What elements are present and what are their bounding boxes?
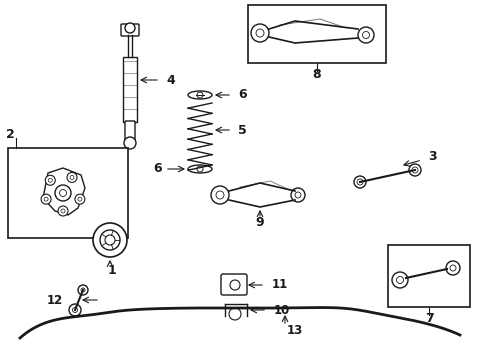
Circle shape <box>49 178 52 182</box>
Circle shape <box>396 276 403 284</box>
Circle shape <box>58 206 68 216</box>
Circle shape <box>44 197 48 201</box>
Circle shape <box>45 175 55 185</box>
Circle shape <box>229 308 241 320</box>
Circle shape <box>59 189 67 197</box>
FancyBboxPatch shape <box>123 57 137 122</box>
Circle shape <box>409 164 421 176</box>
Bar <box>248 5 386 63</box>
Circle shape <box>211 186 229 204</box>
Circle shape <box>78 197 82 201</box>
Text: 8: 8 <box>313 68 321 81</box>
Text: 4: 4 <box>166 73 175 86</box>
Circle shape <box>93 223 127 257</box>
Text: 6: 6 <box>154 162 162 175</box>
Circle shape <box>67 172 77 183</box>
Circle shape <box>446 261 460 275</box>
Circle shape <box>295 192 301 198</box>
Circle shape <box>55 185 71 201</box>
Text: 6: 6 <box>238 89 246 102</box>
Circle shape <box>78 285 88 295</box>
Text: 1: 1 <box>108 264 117 276</box>
FancyBboxPatch shape <box>125 121 135 141</box>
Circle shape <box>124 137 136 149</box>
Circle shape <box>354 176 366 188</box>
Circle shape <box>251 24 269 42</box>
Circle shape <box>197 166 203 172</box>
Text: 3: 3 <box>428 150 437 163</box>
Circle shape <box>256 29 264 37</box>
Circle shape <box>412 167 418 173</box>
Bar <box>8 148 128 238</box>
Circle shape <box>450 265 456 271</box>
Circle shape <box>358 27 374 43</box>
FancyBboxPatch shape <box>221 274 247 295</box>
Text: 9: 9 <box>256 216 264 230</box>
Circle shape <box>105 235 115 245</box>
Circle shape <box>41 194 51 204</box>
Circle shape <box>392 272 408 288</box>
Circle shape <box>230 280 240 290</box>
Circle shape <box>197 92 203 98</box>
Circle shape <box>125 23 135 33</box>
FancyBboxPatch shape <box>121 24 139 36</box>
Circle shape <box>81 288 85 292</box>
Bar <box>388 245 470 307</box>
Circle shape <box>363 31 369 39</box>
Circle shape <box>75 194 85 204</box>
Circle shape <box>100 230 120 250</box>
Ellipse shape <box>188 165 212 173</box>
Text: 11: 11 <box>272 279 288 292</box>
Circle shape <box>357 179 363 185</box>
Circle shape <box>73 307 77 312</box>
Circle shape <box>70 175 74 179</box>
Polygon shape <box>43 168 85 215</box>
Text: 5: 5 <box>238 123 247 136</box>
Text: 12: 12 <box>47 293 63 306</box>
Circle shape <box>69 304 81 316</box>
Text: 2: 2 <box>6 127 15 140</box>
Circle shape <box>216 191 224 199</box>
Circle shape <box>61 209 65 213</box>
Text: 13: 13 <box>287 324 303 337</box>
Text: 7: 7 <box>425 312 433 325</box>
Ellipse shape <box>188 91 212 99</box>
Circle shape <box>291 188 305 202</box>
Text: 10: 10 <box>274 303 290 316</box>
